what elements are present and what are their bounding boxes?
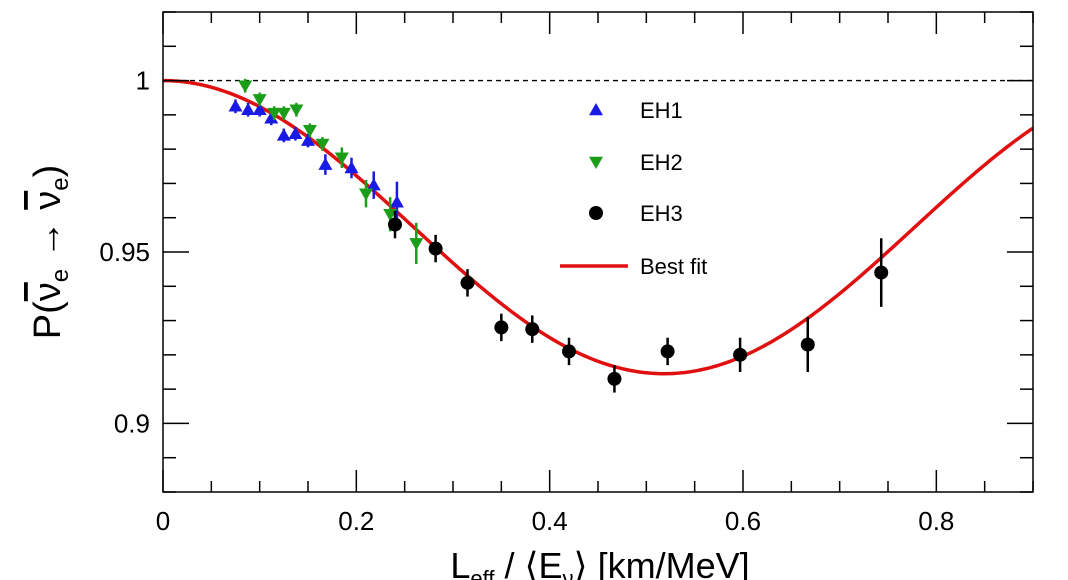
series-eh3 xyxy=(388,210,889,393)
series-eh1 xyxy=(228,99,404,223)
data-point-eh2 xyxy=(267,107,282,121)
data-point-eh2 xyxy=(289,104,304,117)
data-point-eh3 xyxy=(607,371,622,386)
legend-marker-eh2 xyxy=(589,156,603,169)
data-point-eh3 xyxy=(494,320,509,335)
data-point-eh1 xyxy=(228,99,243,112)
legend-marker-eh1 xyxy=(589,103,603,116)
x-tick-label: 0 xyxy=(156,506,170,536)
data-point-eh3 xyxy=(660,344,675,359)
data-point-eh1 xyxy=(276,128,291,141)
series-eh2 xyxy=(238,78,424,264)
data-points xyxy=(228,78,889,393)
data-point-eh2 xyxy=(252,94,267,107)
data-point-eh3 xyxy=(562,344,576,359)
data-point-eh3 xyxy=(800,337,815,352)
x-tick-label: 0.8 xyxy=(918,506,954,536)
legend-label-eh1: EH1 xyxy=(640,98,683,123)
legend-label-eh2: EH2 xyxy=(640,150,683,175)
x-tick-label: 0.4 xyxy=(532,506,568,536)
data-point-eh2 xyxy=(315,138,330,151)
data-point-eh3 xyxy=(525,322,540,337)
data-point-eh1 xyxy=(264,111,279,124)
data-point-eh1 xyxy=(389,195,404,208)
data-point-eh3 xyxy=(733,347,748,362)
x-axis: 0 0.2 0.4 0.6 0.8 xyxy=(156,12,1034,536)
data-point-eh1 xyxy=(241,102,256,115)
legend-label-eh3: EH3 xyxy=(640,201,683,226)
y-axis: 0.9 0.95 1 xyxy=(99,11,1033,493)
y-tick-label: 0.95 xyxy=(99,237,150,267)
nu-bar-2: ν xyxy=(27,191,69,210)
x-tick-label: 0.2 xyxy=(338,506,374,536)
x-tick-label: 0.6 xyxy=(725,506,761,536)
legend-label-best-fit: Best fit xyxy=(640,254,707,279)
data-point-eh2 xyxy=(238,80,253,93)
data-point-eh3 xyxy=(460,275,475,290)
legend: EH1 EH2 EH3 Best fit xyxy=(560,98,707,279)
data-point-eh2 xyxy=(334,152,349,165)
data-point-eh2 xyxy=(276,107,291,121)
data-point-eh3 xyxy=(874,265,889,280)
data-point-eh1 xyxy=(366,178,381,191)
x-axis-title: Leff / ⟨Eν⟩ [km/MeV] xyxy=(450,545,749,580)
data-point-eh1 xyxy=(288,126,303,139)
data-point-eh2 xyxy=(302,125,317,138)
legend-marker-eh3 xyxy=(589,206,603,220)
y-tick-label: 1 xyxy=(136,66,150,96)
data-point-eh3 xyxy=(388,217,402,232)
data-point-eh1 xyxy=(301,133,315,146)
data-point-eh2 xyxy=(359,188,373,201)
data-point-eh2 xyxy=(383,209,398,222)
data-point-eh3 xyxy=(428,241,443,256)
data-point-eh1 xyxy=(318,157,333,170)
data-point-eh2 xyxy=(409,238,424,251)
y-axis-title: P(νe → νe) xyxy=(27,165,74,340)
nu-bar-1: ν xyxy=(27,282,69,301)
data-point-eh1 xyxy=(252,102,267,115)
y-tick-label: 0.9 xyxy=(114,408,150,438)
data-point-eh1 xyxy=(344,161,359,174)
